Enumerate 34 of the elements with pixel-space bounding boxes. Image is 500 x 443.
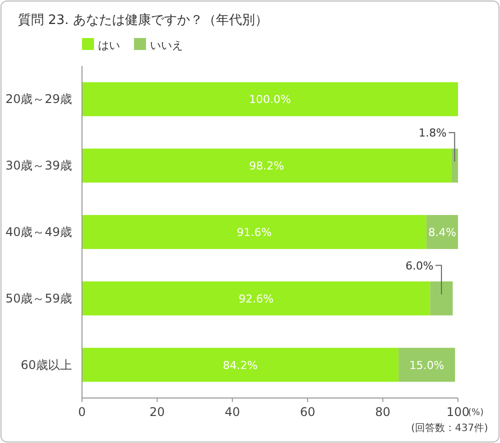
bar — [82, 82, 458, 116]
data-label: 98.2% — [249, 160, 284, 173]
y-tick-label: 60歳以上 — [20, 358, 72, 372]
x-tick-label: 40 — [224, 405, 240, 419]
data-label: 6.0% — [406, 259, 434, 272]
bar — [82, 348, 399, 382]
x-axis-title: (%) — [468, 408, 484, 418]
data-label: 92.6% — [238, 292, 274, 306]
y-tick-label: 20歳～29歳 — [5, 92, 72, 106]
bar — [82, 281, 430, 316]
x-tick-label: 60 — [300, 405, 316, 419]
chart-title: 質問 23. あなたは健康ですか？（年代別） — [18, 13, 268, 28]
bar — [398, 348, 455, 382]
bar — [82, 215, 426, 249]
data-label: 1.8% — [418, 126, 447, 140]
legend-label: はい — [98, 39, 120, 52]
data-label: 91.6% — [236, 226, 272, 239]
data-label: 15.0% — [409, 358, 444, 372]
y-tick-label: 30歳～39歳 — [5, 158, 72, 173]
data-label: 84.2% — [222, 358, 258, 372]
x-tick-label: 0 — [78, 405, 86, 419]
bar — [426, 215, 458, 249]
y-tick-label: 50歳～59歳 — [5, 291, 72, 306]
bar — [430, 281, 453, 316]
x-tick-label: 20 — [150, 405, 165, 419]
bar — [451, 148, 458, 183]
text: (回答数：437件) — [411, 422, 488, 434]
data-label: 100.0% — [249, 93, 291, 106]
legend-label: いいえ — [150, 39, 183, 52]
x-tick-label: 80 — [375, 405, 390, 419]
x-tick-label: 100 — [446, 405, 470, 419]
y-tick-label: 40歳～49歳 — [5, 225, 72, 239]
data-label: 8.4% — [428, 226, 456, 239]
bar — [82, 148, 452, 183]
